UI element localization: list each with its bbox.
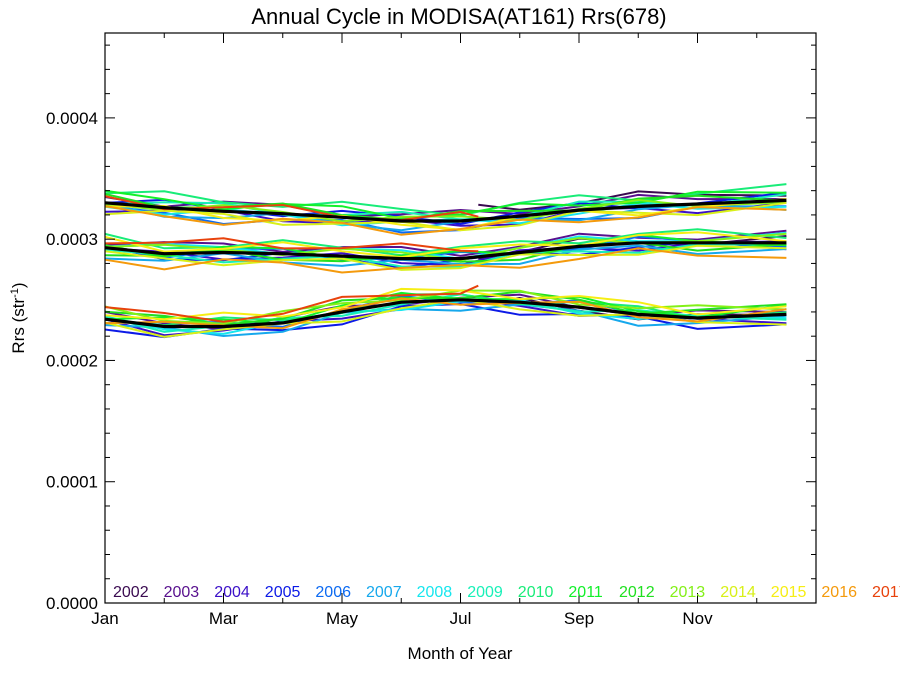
x-tick-label: Jul (450, 609, 472, 628)
x-axis-label: Month of Year (408, 644, 513, 663)
legend-item-2005: 2005 (265, 584, 301, 601)
chart-title: Annual Cycle in MODISA(AT161) Rrs(678) (251, 4, 666, 29)
legend-item-2016: 2016 (821, 584, 857, 601)
climatology-line-middle (104, 241, 787, 261)
y-axis-label-sup: -1 (9, 288, 21, 298)
series-line-2010 (104, 183, 787, 217)
legend-item-2015: 2015 (771, 584, 807, 601)
y-tick-label: 0.0001 (46, 473, 98, 492)
x-axis: Jan Mar May Jul Sep Nov (91, 33, 758, 628)
series-line-2015 (104, 231, 787, 259)
y-axis-label: Rrs (str-1) (9, 282, 28, 353)
y-tick-label: 0.0002 (46, 351, 98, 370)
series-line-2007 (104, 303, 787, 338)
series-line-2017 (104, 284, 479, 323)
x-tick-label: May (326, 609, 359, 628)
series-line-2015 (104, 287, 787, 321)
series-line-2014 (104, 244, 787, 271)
y-tick-label: 0.0003 (46, 230, 98, 249)
x-tick-label: Sep (564, 609, 594, 628)
series-line-2017 (104, 237, 479, 253)
x-tick-label: Jan (91, 609, 118, 628)
legend-item-2011: 2011 (568, 584, 603, 601)
legend-item-2008: 2008 (417, 584, 453, 601)
legend-item-2007: 2007 (366, 584, 402, 601)
legend-item-2014: 2014 (720, 584, 756, 601)
legend-item-2004: 2004 (214, 584, 250, 601)
legend-item-2009: 2009 (467, 584, 503, 601)
legend-item-2006: 2006 (315, 584, 351, 601)
legend-item-2003: 2003 (164, 584, 200, 601)
x-tick-label: Nov (682, 609, 713, 628)
series-line-2016 (104, 247, 787, 274)
plot-climatology (104, 198, 787, 329)
y-tick-label: 0.0004 (46, 109, 98, 128)
y-axis-label-end: ) (9, 282, 28, 288)
legend-item-2010: 2010 (518, 584, 554, 601)
y-axis: 0.0000 0.0001 0.0002 0.0003 0.0004 (46, 44, 816, 613)
climatology-line-upper (104, 198, 787, 223)
y-tick-label: 0.0000 (46, 594, 98, 613)
legend: 2002 2003 2004 2005 2006 2007 2008 2009 2010 2011… (113, 584, 900, 601)
plot-series (104, 183, 787, 339)
legend-item-2002: 2002 (113, 584, 149, 601)
y-axis-label-main: Rrs (str (9, 298, 28, 354)
series-line-2016 (104, 205, 787, 236)
series-line-2015 (104, 198, 787, 231)
series-line-2007 (104, 244, 787, 267)
legend-item-2017: 2017 (872, 584, 900, 601)
climatology-line-lower (104, 298, 787, 329)
legend-item-2012: 2012 (619, 584, 655, 601)
legend-item-2013: 2013 (670, 584, 706, 601)
x-tick-label: Mar (209, 609, 239, 628)
